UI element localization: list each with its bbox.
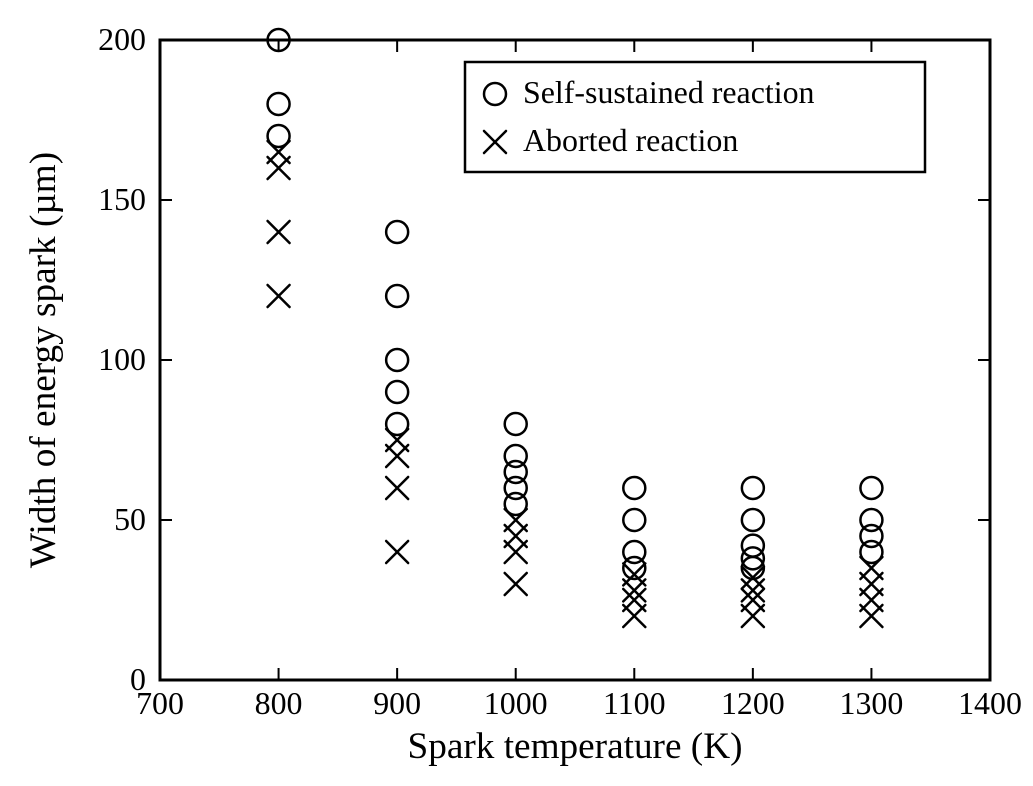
y-tick-label: 100 [98,342,146,377]
scatter-chart: 7008009001000110012001300140005010015020… [0,0,1033,786]
x-tick-label: 1100 [603,686,666,721]
y-tick-label: 50 [114,502,146,537]
x-axis-title: Spark temperature (K) [408,726,743,767]
y-tick-label: 200 [98,22,146,57]
y-tick-label: 0 [130,662,146,697]
x-tick-label: 1400 [958,686,1022,721]
x-tick-label: 900 [373,686,421,721]
x-tick-label: 1000 [484,686,548,721]
legend-label: Aborted reaction [523,123,738,158]
x-tick-label: 800 [255,686,303,721]
x-tick-label: 1200 [721,686,785,721]
y-axis-title: Width of energy spark (µm) [23,152,64,568]
y-tick-label: 150 [98,182,146,217]
legend-label: Self-sustained reaction [523,75,815,110]
legend: Self-sustained reaction Aborted reaction [465,62,925,172]
x-tick-label: 1300 [840,686,904,721]
